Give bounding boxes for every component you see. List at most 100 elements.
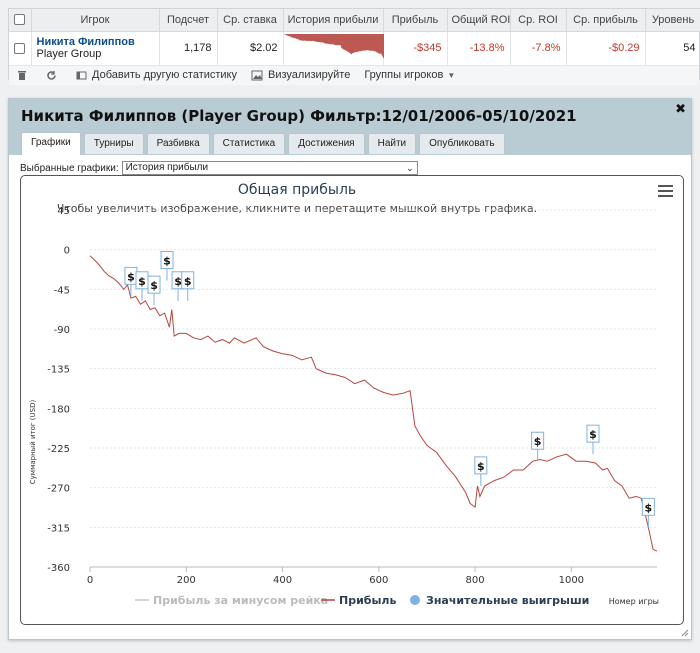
profit-chart[interactable]: Общая прибыль Чтобы увеличить изображени… [21,176,684,625]
visualize-button[interactable]: Визуализируйте [251,69,350,81]
y-tick-label: -360 [47,563,70,574]
player-groups-label: Группы игроков [364,69,444,81]
col-header-profit-history[interactable]: История прибыли [283,9,384,32]
chart-select-row: Выбранные графики: История прибыли ⌄ [20,161,418,175]
x-tick-label: 800 [466,575,485,586]
total-roi-cell: -13.8% [447,31,511,65]
avg-profit-cell: -$0.29 [566,31,646,65]
chart-menu-icon[interactable] [658,185,673,200]
select-all-cell[interactable] [9,9,32,32]
y-tick-label: 45 [57,206,70,217]
legend-label-big-wins: Значительные выигрыши [426,594,589,607]
col-header-avg-stake[interactable]: Ср. ставка [217,9,284,32]
y-tick-label: -90 [54,325,70,336]
big-win-label: $ [174,275,182,288]
delete-button[interactable] [17,70,32,81]
tab-statistics[interactable]: Статистика [212,133,286,154]
legend-label-rake: Прибыль за минусом рейка [153,594,328,607]
big-win-label: $ [589,428,597,441]
image-icon [251,70,263,80]
chart-select[interactable]: История прибыли ⌄ [121,161,418,175]
chart-container[interactable]: Общая прибыль Чтобы увеличить изображени… [20,175,684,625]
y-axis-ticks: 45 0 -45 -90 -135 -180 -225 -270 -315 -360 [47,206,70,574]
tab-publish[interactable]: Опубликовать [419,133,505,154]
player-dialog: Никита Филиппов (Player Group) Фильтр:12… [8,98,692,640]
chart-select-value: История прибыли [125,162,209,173]
table-header-row: Игрок Подсчет Ср. ставка История прибыли… [9,9,700,32]
y-tick-label: -315 [47,523,70,534]
big-win-marker[interactable]: $ [124,266,138,297]
big-win-marker[interactable]: $ [641,497,655,528]
x-axis-ticks: 0 200 400 600 800 1000 [87,566,657,586]
avg-roi-cell: -7.8% [510,31,567,65]
chart-legend: Прибыль за минусом рейка Прибыль Значите… [135,594,589,607]
visualize-label: Визуализируйте [268,69,351,81]
big-win-marker[interactable]: $ [531,431,545,462]
big-win-marker[interactable]: $ [181,271,195,301]
col-header-count[interactable]: Подсчет [159,9,218,32]
chart-subtitle: Чтобы увеличить изображение, кликните и … [57,202,537,215]
stats-panel: Игрок Подсчет Ср. ставка История прибыли… [8,8,700,85]
series-line-profit [89,255,658,552]
big-win-label: $ [127,270,135,283]
col-header-level[interactable]: Уровень [645,9,700,32]
add-stats-button[interactable]: Добавить другую статистику [76,69,237,81]
player-group: Player Group [36,48,102,60]
big-win-label: $ [163,255,171,268]
y-tick-label: -45 [54,285,70,296]
refresh-icon [47,70,56,80]
col-header-profit[interactable]: Прибыль [383,9,448,32]
big-win-marker[interactable]: $ [135,271,149,301]
refresh-button[interactable] [46,70,62,81]
y-tick-label: -225 [47,444,70,455]
big-win-marker[interactable]: $ [147,275,161,306]
x-tick-label: 600 [369,575,388,586]
resize-handle-icon[interactable] [681,629,689,637]
legend-item-rake[interactable]: Прибыль за минусом рейка [135,594,328,607]
big-win-label: $ [150,279,158,292]
row-select-cell[interactable] [9,31,32,65]
row-checkbox[interactable] [14,42,26,54]
count-cell: 1,178 [159,31,218,65]
x-axis-label: Номер игры [609,597,659,606]
col-header-total-roi[interactable]: Общий ROI [447,9,511,32]
profit-cell: -$345 [383,31,448,65]
profit-sparkline [283,33,384,58]
tab-achievements[interactable]: Достижения [288,133,365,154]
dialog-title: Никита Филиппов (Player Group) Фильтр:12… [21,107,577,125]
player-name-link[interactable]: Никита Филиппов [36,36,135,48]
y-tick-label: 0 [64,246,70,257]
big-win-label: $ [477,460,485,473]
y-tick-label: -135 [47,365,70,376]
legend-item-big-wins[interactable]: Значительные выигрыши [410,594,589,607]
player-cell[interactable]: Никита Филиппов Player Group [31,31,160,65]
table-row[interactable]: Никита Филиппов Player Group 1,178 $2.02… [9,31,700,65]
big-win-marker[interactable]: $ [160,251,174,281]
col-header-player[interactable]: Игрок [31,9,160,32]
big-win-label: $ [138,275,146,288]
x-tick-label: 200 [177,575,196,586]
col-header-avg-profit[interactable]: Ср. прибыль [566,9,646,32]
tab-find[interactable]: Найти [367,133,417,154]
trash-icon [18,70,26,80]
chart-gridlines [90,209,657,568]
big-win-marker[interactable]: $ [474,456,488,486]
chart-select-label: Выбранные графики: [20,162,119,174]
tab-breakdown[interactable]: Разбивка [146,133,210,154]
tab-charts[interactable]: Графики [21,132,81,155]
big-win-label: $ [645,501,653,514]
legend-label-profit: Прибыль [339,594,396,607]
y-tick-label: -180 [47,404,70,415]
big-win-marker[interactable]: $ [586,424,600,455]
legend-item-profit[interactable]: Прибыль [321,594,396,607]
tab-tournaments[interactable]: Турниры [83,133,144,154]
big-win-markers: $ $ $$$ $$$$$ [124,251,655,528]
big-win-label: $ [534,435,542,448]
select-all-checkbox[interactable] [14,14,26,26]
x-tick-label: 1000 [559,575,584,586]
add-column-icon [76,71,87,79]
avg-stake-cell: $2.02 [217,31,284,65]
player-groups-dropdown[interactable]: Группы игроков ▼ [364,69,455,81]
close-icon[interactable]: ✖ [675,101,686,116]
col-header-avg-roi[interactable]: Ср. ROI [510,9,567,32]
